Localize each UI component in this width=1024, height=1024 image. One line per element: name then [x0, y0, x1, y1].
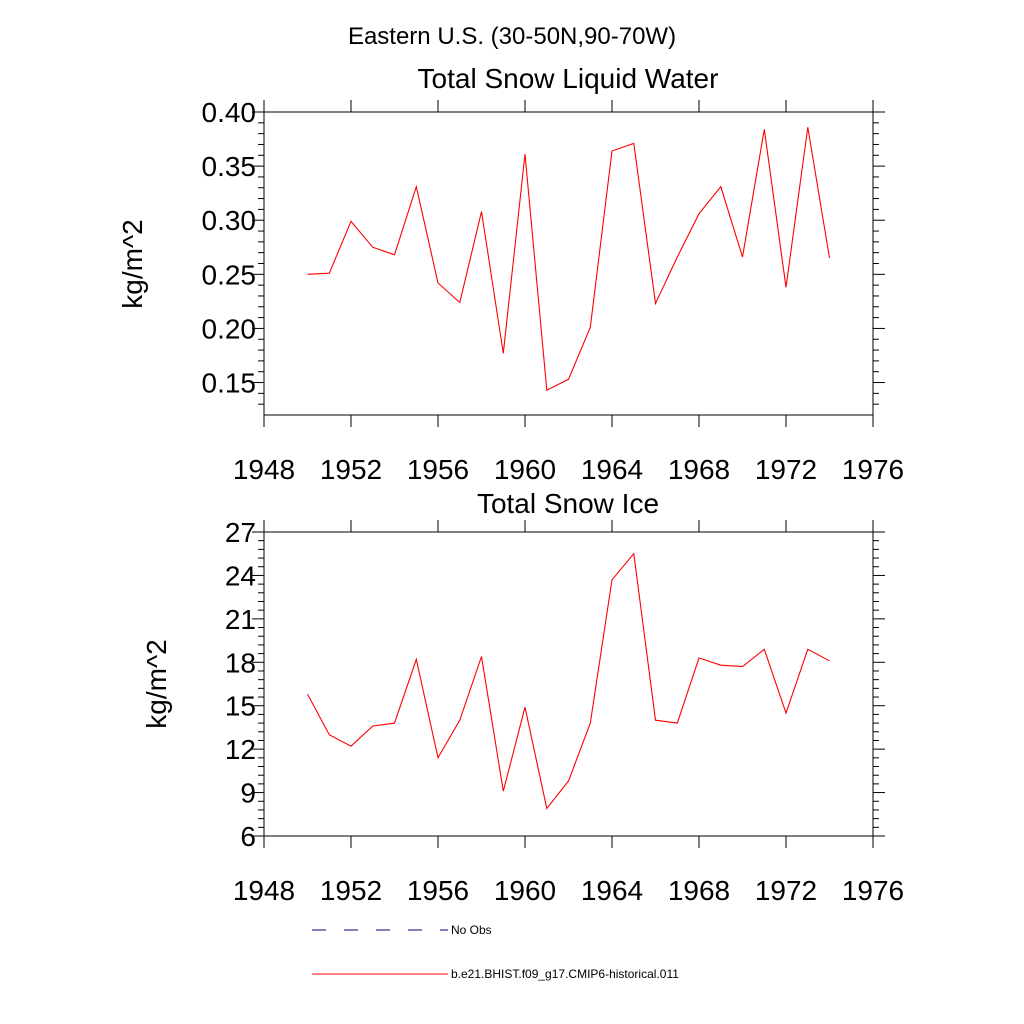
- y-tick-label: 0.30: [202, 205, 257, 236]
- plot-frame: [263, 111, 874, 416]
- axis-ticks: [252, 520, 885, 848]
- y-tick-label: 24: [225, 560, 256, 591]
- data-series: [307, 552, 830, 810]
- x-tick-label: 1948: [233, 454, 295, 485]
- x-tick-labels: 1948 1952 1956 1960 1964 1968 1972 1976: [233, 454, 904, 485]
- y-tick-label: 0.40: [202, 97, 257, 128]
- y-tick-label: 0.15: [202, 368, 257, 399]
- x-tick-label: 1956: [407, 454, 469, 485]
- x-tick-labels: 1948 1952 1956 1960 1964 1968 1972 1976: [233, 875, 904, 906]
- legend-label: b.e21.BHIST.f09_g17.CMIP6-historical.011: [451, 967, 679, 981]
- y-tick-label: 9: [240, 778, 256, 809]
- x-tick-label: 1964: [581, 875, 643, 906]
- x-tick-label: 1964: [581, 454, 643, 485]
- y-tick-label: 15: [225, 691, 256, 722]
- plot-frame: [263, 531, 874, 837]
- legend: No Obs b.e21.BHIST.f09_g17.CMIP6-histori…: [312, 923, 679, 981]
- series-line: [307, 552, 830, 810]
- x-tick-label: 1952: [320, 875, 382, 906]
- y-tick-label: 0.20: [202, 313, 257, 344]
- x-tick-label: 1972: [755, 875, 817, 906]
- x-tick-label: 1968: [668, 875, 730, 906]
- figure-title: Eastern U.S. (30-50N,90-70W): [348, 23, 676, 50]
- y-tick-labels: 0.15 0.20 0.25 0.30 0.35 0.40: [202, 97, 257, 399]
- x-tick-label: 1968: [668, 454, 730, 485]
- y-tick-label: 12: [225, 734, 256, 765]
- y-tick-labels: 6 9 12 15 18 21 24 27: [225, 517, 256, 852]
- panel-title: Total Snow Ice: [477, 488, 659, 519]
- data-series: [307, 127, 831, 391]
- y-axis-label: kg/m^2: [141, 639, 172, 728]
- x-tick-label: 1976: [842, 875, 904, 906]
- y-tick-label: 27: [225, 517, 256, 548]
- axis-ticks: [252, 100, 885, 427]
- snow-liquid-water-panel: Total Snow Liquid Water kg/m^2 0.150.200…: [117, 63, 904, 485]
- x-tick-label: 1960: [494, 875, 556, 906]
- x-tick-label: 1952: [320, 454, 382, 485]
- legend-label: No Obs: [451, 923, 492, 937]
- legend-item-no-obs: No Obs: [312, 923, 492, 937]
- x-tick-label: 1960: [494, 454, 556, 485]
- y-axis-label: kg/m^2: [117, 219, 148, 308]
- x-tick-label: 1972: [755, 454, 817, 485]
- y-tick-label: 21: [225, 604, 256, 635]
- snow-ice-panel: Total Snow Ice kg/m^2 6 9 12 15 18 21 24 27 194…: [141, 488, 904, 906]
- series-line: [307, 127, 831, 391]
- y-tick-label: 18: [225, 647, 256, 678]
- x-tick-label: 1948: [233, 875, 295, 906]
- legend-item-model-run: b.e21.BHIST.f09_g17.CMIP6-historical.011: [312, 967, 679, 981]
- panel-title: Total Snow Liquid Water: [418, 63, 719, 94]
- y-tick-label: 6: [240, 821, 256, 852]
- y-tick-label: 0.25: [202, 259, 257, 290]
- x-tick-label: 1976: [842, 454, 904, 485]
- x-tick-label: 1956: [407, 875, 469, 906]
- y-tick-label: 0.35: [202, 151, 257, 182]
